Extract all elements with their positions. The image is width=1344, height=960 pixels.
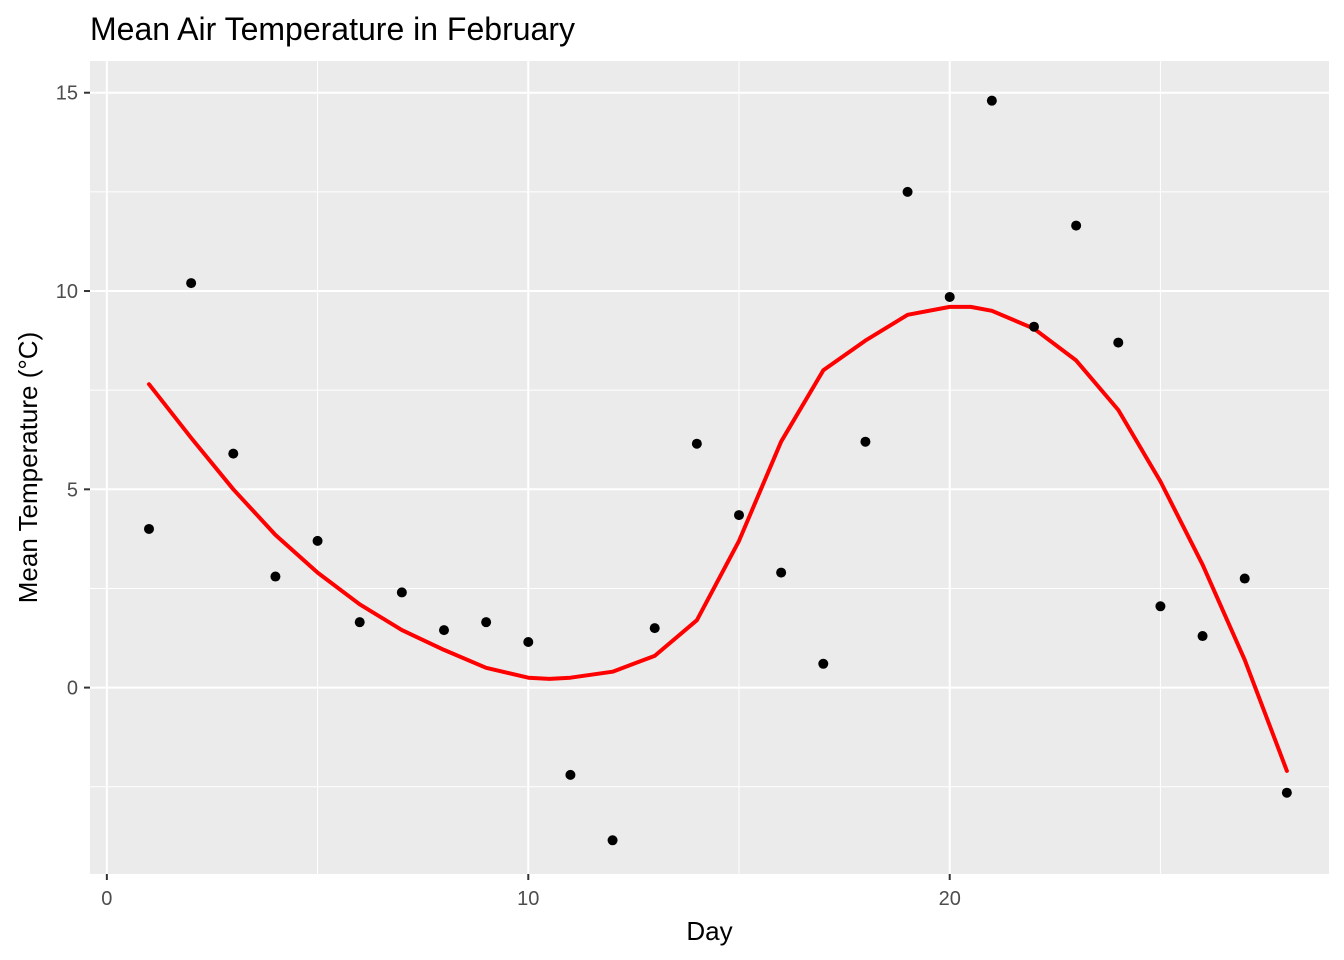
x-tick-label: 0 xyxy=(101,888,112,910)
data-points xyxy=(144,95,1292,846)
data-point xyxy=(986,95,997,106)
smooth-line xyxy=(147,304,1289,773)
y-tick-label: 0 xyxy=(67,678,78,700)
data-point xyxy=(439,625,449,636)
data-point xyxy=(523,636,534,647)
grid-minor xyxy=(90,61,1329,874)
data-point xyxy=(1197,631,1208,642)
chart-title: Mean Air Temperature in February xyxy=(90,11,575,47)
x-axis-title: Day xyxy=(686,916,732,946)
data-point xyxy=(228,448,239,459)
data-point xyxy=(1071,220,1082,231)
data-point xyxy=(649,623,660,634)
y-axis: 0 5 10 15 xyxy=(56,83,90,700)
data-point xyxy=(818,658,829,669)
y-tick-label: 5 xyxy=(67,479,78,501)
data-point xyxy=(565,769,576,780)
data-point xyxy=(860,436,871,447)
data-point xyxy=(776,567,787,578)
data-point xyxy=(186,278,197,289)
plot-panel xyxy=(90,61,1329,874)
data-point xyxy=(902,186,913,197)
data-point xyxy=(691,438,702,449)
data-point xyxy=(270,571,281,582)
x-tick-label: 20 xyxy=(939,888,961,910)
data-point xyxy=(607,835,618,846)
data-point xyxy=(1281,787,1292,798)
data-point xyxy=(481,617,492,628)
data-point xyxy=(1239,573,1250,584)
data-point xyxy=(944,291,955,302)
y-tick-label: 10 xyxy=(56,281,78,303)
data-point xyxy=(396,587,407,598)
data-point xyxy=(312,535,323,546)
x-tick-label: 10 xyxy=(517,888,539,910)
grid-major xyxy=(90,61,1329,874)
y-axis-title: Mean Temperature (°C) xyxy=(13,332,43,603)
data-point xyxy=(354,617,365,628)
data-point xyxy=(1113,337,1124,348)
data-point xyxy=(734,510,744,521)
y-tick-label: 15 xyxy=(56,83,78,105)
x-axis: 0 10 20 xyxy=(101,874,961,910)
data-point xyxy=(1029,321,1039,332)
data-point xyxy=(144,523,154,534)
data-point xyxy=(1155,601,1166,612)
